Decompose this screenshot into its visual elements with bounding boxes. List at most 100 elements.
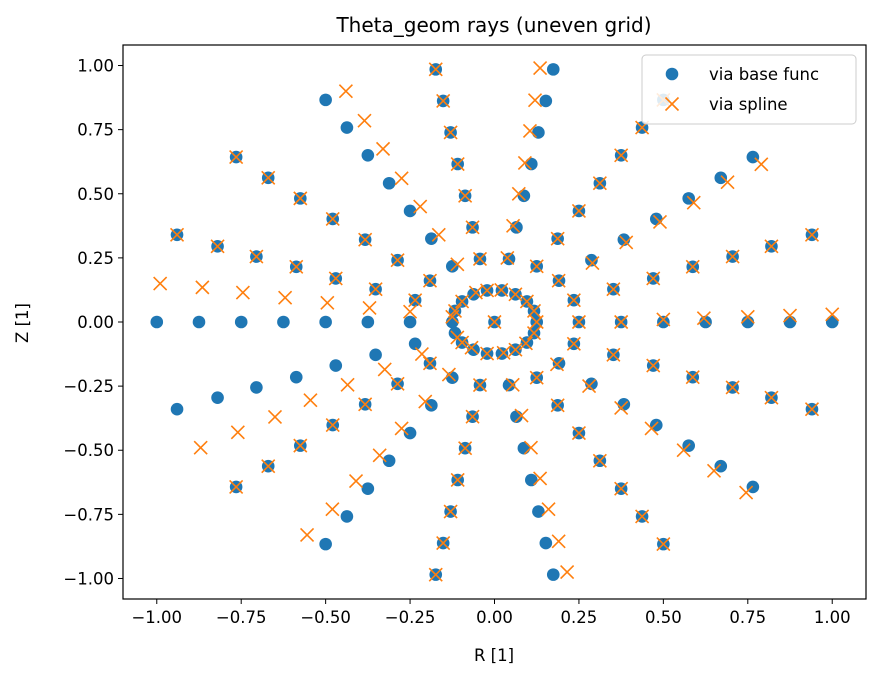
spline-point: [325, 418, 340, 433]
spline-point: [261, 170, 276, 185]
spline-point: [614, 481, 629, 496]
spline-point: [413, 199, 428, 214]
spline-point: [394, 171, 409, 186]
spline-point: [229, 150, 244, 165]
spline-point: [443, 504, 458, 519]
spline-point: [443, 125, 458, 140]
spline-point: [455, 294, 470, 309]
spline-point: [606, 282, 621, 297]
spline-point: [696, 311, 711, 326]
x-tick-label: −1.00: [131, 608, 182, 627]
base-func-point: [234, 315, 248, 329]
spline-point: [804, 402, 820, 417]
legend-x-marker: [664, 96, 680, 112]
spline-point: [358, 397, 373, 412]
spline-point: [496, 345, 511, 360]
base-func-point: [340, 121, 354, 134]
y-tick-label: 0.25: [77, 249, 114, 268]
chart-title: Theta_geom rays (uneven grid): [335, 13, 651, 37]
spline-point: [508, 342, 523, 357]
spline-point: [320, 295, 335, 310]
spline-point: [592, 176, 607, 191]
spline-point: [210, 239, 225, 254]
base-func-point: [657, 315, 670, 329]
spline-point: [394, 421, 409, 436]
base-func-point: [382, 176, 396, 190]
spline-point: [500, 250, 515, 265]
spline-point: [505, 377, 520, 392]
base-func-point: [741, 315, 755, 329]
x-tick-label: 0.00: [476, 608, 513, 627]
base-func-point: [403, 315, 417, 329]
spline-point: [686, 195, 701, 210]
spline-point: [169, 227, 185, 242]
spline-point: [450, 156, 465, 172]
data-markers: [150, 61, 840, 582]
spline-point: [656, 537, 671, 552]
base-func-point: [277, 315, 290, 329]
spline-point: [551, 534, 566, 549]
base-func-point: [170, 402, 184, 416]
spline-point: [529, 259, 544, 274]
base-func-point: [289, 370, 303, 384]
spline-point: [825, 307, 840, 322]
y-axis-label: Z [1]: [13, 303, 32, 343]
base-func-point: [403, 426, 417, 440]
axis-ticks: −1.00 −0.75 −0.50 −0.25 0.00 0.25 0.50 0.75 1.00…: [63, 57, 850, 627]
spline-point: [644, 421, 659, 436]
spline-point: [458, 441, 473, 456]
base-func-point: [517, 441, 531, 455]
legend: via base func via spline: [641, 54, 857, 125]
spline-point: [458, 188, 473, 203]
base-func-point: [532, 126, 545, 139]
spline-point: [303, 393, 318, 408]
spline-point: [408, 293, 423, 308]
spline-point: [422, 356, 438, 371]
spline-point: [472, 378, 488, 393]
spline-point: [764, 239, 779, 254]
legend-label: via spline: [709, 95, 788, 114]
spline-point: [508, 287, 523, 302]
spline-point: [464, 340, 479, 355]
base-func-point: [250, 381, 263, 394]
x-tick-label: −0.50: [300, 608, 351, 627]
spline-point: [585, 255, 600, 271]
spline-point: [480, 283, 495, 298]
spline-point: [229, 479, 244, 494]
spline-point: [592, 453, 607, 468]
spline-point: [541, 502, 556, 517]
base-func-point: [502, 378, 516, 392]
spline-point: [357, 113, 372, 128]
spline-point: [468, 285, 483, 300]
legend-circle-marker: [665, 67, 679, 81]
spline-point: [428, 567, 443, 582]
spline-point: [465, 409, 480, 424]
spline-point: [725, 249, 740, 264]
spline-point: [465, 220, 480, 235]
spline-point: [193, 440, 208, 455]
spline-point: [480, 346, 495, 361]
spline-point: [377, 362, 392, 377]
spline-point: [325, 502, 340, 517]
base-func-point: [319, 315, 332, 329]
spline-point: [506, 218, 521, 233]
spline-point: [529, 314, 544, 330]
spline-point: [422, 273, 438, 288]
spline-point: [518, 336, 533, 351]
spline-point: [372, 448, 387, 463]
spline-point: [249, 249, 264, 264]
spline-point: [635, 509, 650, 524]
base-func-point: [361, 482, 375, 496]
y-tick-label: 1.00: [77, 57, 114, 76]
spline-point: [725, 380, 740, 395]
spline-point: [514, 408, 529, 423]
spline-point: [519, 294, 534, 309]
base-func-point: [825, 315, 839, 329]
spline-point: [566, 336, 581, 351]
spline-point: [614, 400, 629, 415]
spline-point: [720, 175, 735, 190]
spline-point: [740, 309, 755, 324]
spline-point: [522, 123, 538, 138]
spline-point: [533, 61, 548, 76]
